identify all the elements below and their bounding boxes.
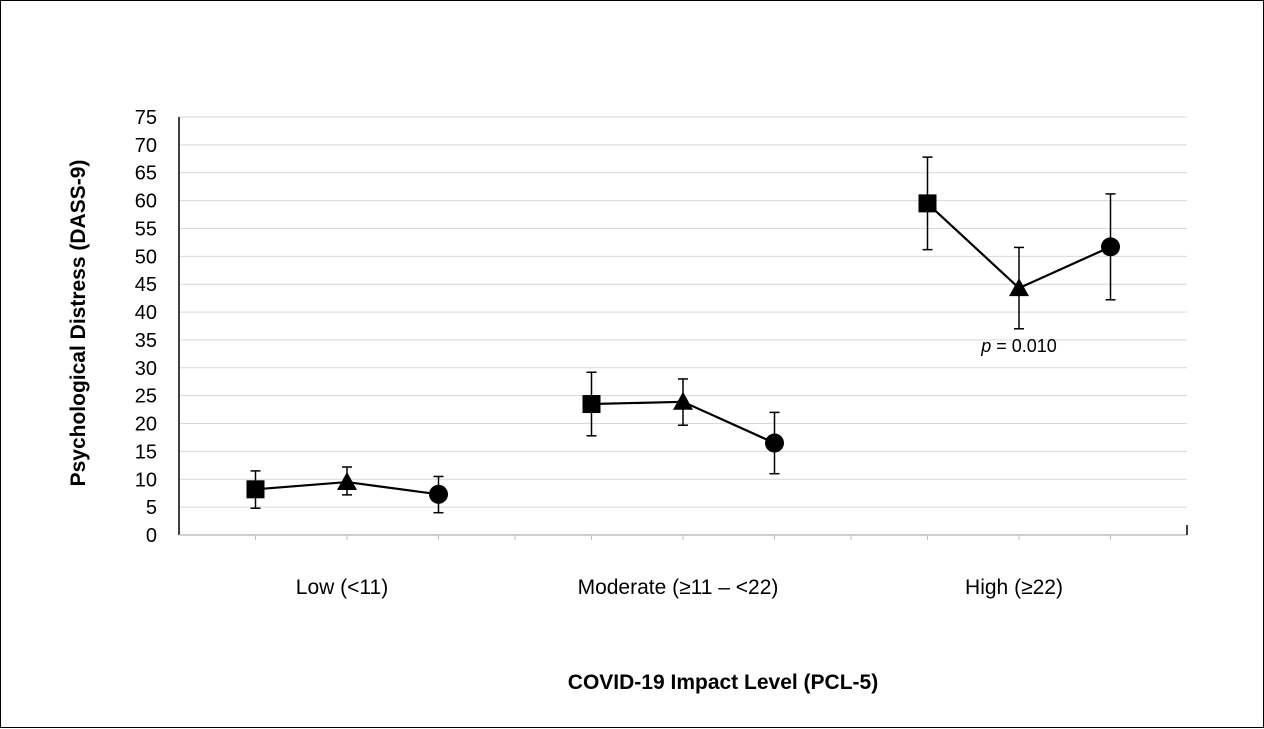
axes [178,117,1188,540]
gridlines [179,116,1187,508]
circle-marker [1101,237,1120,257]
y-tick-label: 70 [135,135,157,157]
group-1 [582,371,784,475]
square-marker [918,194,937,213]
triangle-marker [1009,278,1029,297]
annotations: p = 0.010 [980,336,1057,356]
y-tick-labels: 0 5 10 15 20 25 30 35 40 45 50 55 60 65 70 75 [135,107,157,547]
y-axis-title: Psychological Distress (DASS-9) [67,160,90,487]
y-tick-label: 40 [135,302,157,324]
y-tick-label: 0 [146,525,157,547]
y-tick-label: 5 [146,497,157,519]
y-tick-label: 25 [135,386,157,408]
p-value-annotation: p = 0.010 [980,336,1057,356]
y-tick-label: 65 [135,163,157,185]
square-marker [246,480,265,499]
square-marker [582,395,601,414]
y-tick-label: 60 [135,191,157,213]
y-tick-label: 35 [135,330,157,352]
y-tick-label: 10 [135,469,157,491]
triangle-marker [337,472,357,491]
x-category-labels: Low (<11) Moderate (≥11 – <22) High (≥22) [296,576,1063,599]
x-axis-title: COVID-19 Impact Level (PCL-5) [568,671,878,694]
x-category-label: Moderate (≥11 – <22) [578,576,779,599]
y-tick-label: 15 [135,441,157,463]
p-value-text: = 0.010 [991,336,1057,356]
y-tick-label: 75 [135,107,157,129]
x-category-label: High (≥22) [965,576,1063,599]
y-tick-label: 30 [135,358,157,380]
group-2 [918,156,1120,330]
group-0 [246,466,448,514]
circle-marker [429,484,448,504]
y-tick-label: 55 [135,218,157,240]
y-tick-label: 50 [135,246,157,268]
p-symbol: p [980,336,991,356]
circle-marker [765,433,784,453]
data-series [246,156,1120,514]
y-tick-label: 20 [135,414,157,436]
x-category-label: Low (<11) [296,576,388,599]
y-tick-label: 45 [135,274,157,296]
triangle-marker [673,391,693,410]
